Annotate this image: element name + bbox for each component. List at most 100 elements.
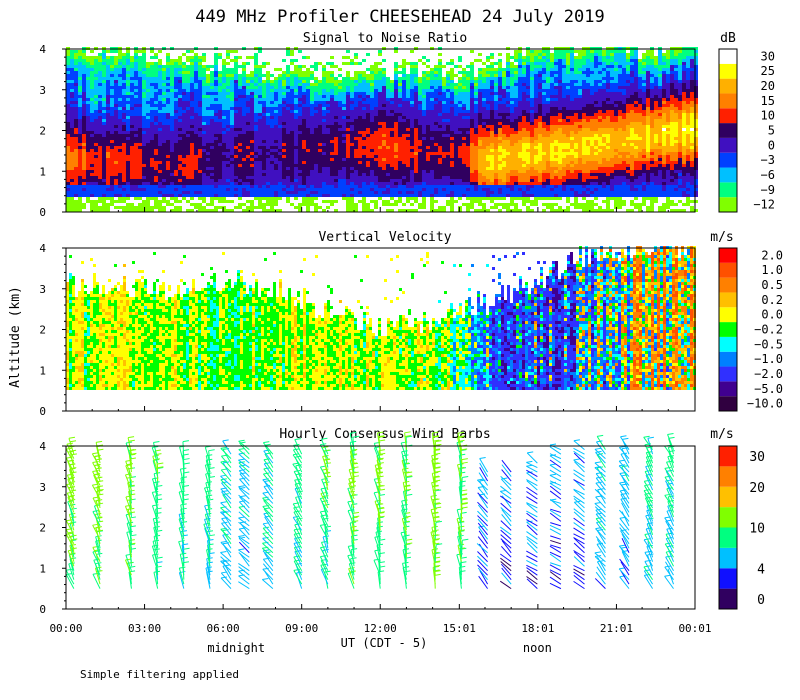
snr-cell: [302, 197, 306, 200]
snr-cell: [150, 176, 154, 179]
snr-cell: [262, 128, 266, 131]
snr-cell: [266, 140, 270, 143]
snr-cell: [202, 68, 206, 71]
snr-cell: [238, 122, 242, 125]
snr-cell: [218, 176, 222, 179]
snr-cell: [198, 71, 202, 74]
snr-cell: [262, 62, 266, 65]
snr-cell: [246, 77, 250, 80]
snr-cell: [242, 74, 246, 77]
snr-cell: [86, 71, 90, 74]
snr-cell: [98, 134, 102, 137]
snr-cell: [110, 68, 114, 71]
snr-cell: [118, 125, 122, 128]
snr-cell: [142, 68, 146, 71]
snr-cell: [70, 110, 74, 113]
snr-cell: [78, 170, 82, 173]
snr-cell: [158, 149, 162, 152]
snr-cell: [210, 89, 214, 92]
snr-cell: [266, 179, 270, 182]
snr-cell: [138, 158, 142, 161]
snr-cell: [218, 170, 222, 173]
snr-cell: [242, 95, 246, 98]
snr-cell: [82, 146, 86, 149]
snr-cell: [230, 173, 234, 176]
snr-cell: [230, 182, 234, 185]
snr-cell: [126, 101, 130, 104]
snr-cell: [198, 95, 202, 98]
snr-cell: [194, 110, 198, 113]
snr-cell: [226, 158, 230, 161]
snr-cell: [98, 74, 102, 77]
snr-cell: [98, 122, 102, 125]
snr-cell: [258, 71, 262, 74]
snr-cell: [142, 161, 146, 164]
snr-cell: [126, 194, 130, 197]
snr-cell: [154, 170, 158, 173]
snr-cell: [202, 128, 206, 131]
snr-cell: [222, 170, 226, 173]
snr-cell: [230, 146, 234, 149]
snr-cell: [106, 143, 110, 146]
snr-cell: [118, 179, 122, 182]
snr-cell: [74, 65, 78, 68]
snr-cell: [74, 71, 78, 74]
snr-cell: [290, 107, 294, 110]
snr-cell: [182, 116, 186, 119]
snr-cell: [298, 83, 302, 86]
snr-cell: [238, 167, 242, 170]
snr-cell: [158, 188, 162, 191]
snr-cell: [246, 119, 250, 122]
snr-cell: [290, 53, 294, 56]
snr-cell: [246, 170, 250, 173]
snr-cell: [282, 98, 286, 101]
snr-cell: [78, 185, 82, 188]
snr-cell: [286, 101, 290, 104]
snr-cell: [66, 71, 70, 74]
snr-cell: [78, 167, 82, 170]
snr-cell: [222, 74, 226, 77]
snr-cell: [82, 113, 86, 116]
snr-cell: [186, 188, 190, 191]
snr-cell: [238, 95, 242, 98]
snr-cell: [198, 143, 202, 146]
snr-cell: [74, 161, 78, 164]
snr-cell: [282, 131, 286, 134]
snr-cell: [202, 53, 206, 56]
snr-cell: [94, 101, 98, 104]
snr-cell: [286, 134, 290, 137]
snr-cell: [166, 167, 170, 170]
snr-cell: [242, 191, 246, 194]
snr-cell: [270, 158, 274, 161]
snr-cell: [142, 167, 146, 170]
snr-cell: [202, 158, 206, 161]
snr-cell: [126, 98, 130, 101]
snr-cell: [102, 53, 106, 56]
snr-cell: [242, 98, 246, 101]
snr-cell: [182, 176, 186, 179]
snr-cell: [182, 74, 186, 77]
snr-cell: [266, 116, 270, 119]
snr-cell: [234, 125, 238, 128]
snr-cell: [102, 122, 106, 125]
snr-cell: [86, 155, 90, 158]
snr-cell: [286, 50, 290, 53]
snr-cell: [138, 95, 142, 98]
snr-cell: [142, 179, 146, 182]
snr-cell: [218, 206, 222, 209]
snr-cell: [106, 182, 110, 185]
snr-cell: [294, 164, 298, 167]
snr-cell: [194, 98, 198, 101]
snr-cell: [218, 149, 222, 152]
snr-cell: [306, 98, 310, 101]
snr-cell: [78, 200, 82, 203]
snr-cell: [142, 143, 146, 146]
snr-cell: [202, 71, 206, 74]
snr-cell: [286, 185, 290, 188]
snr-cell: [214, 77, 218, 80]
snr-cell: [286, 173, 290, 176]
snr-cell: [246, 200, 250, 203]
snr-cell: [166, 179, 170, 182]
snr-cell: [202, 194, 206, 197]
snr-cell: [150, 113, 154, 116]
